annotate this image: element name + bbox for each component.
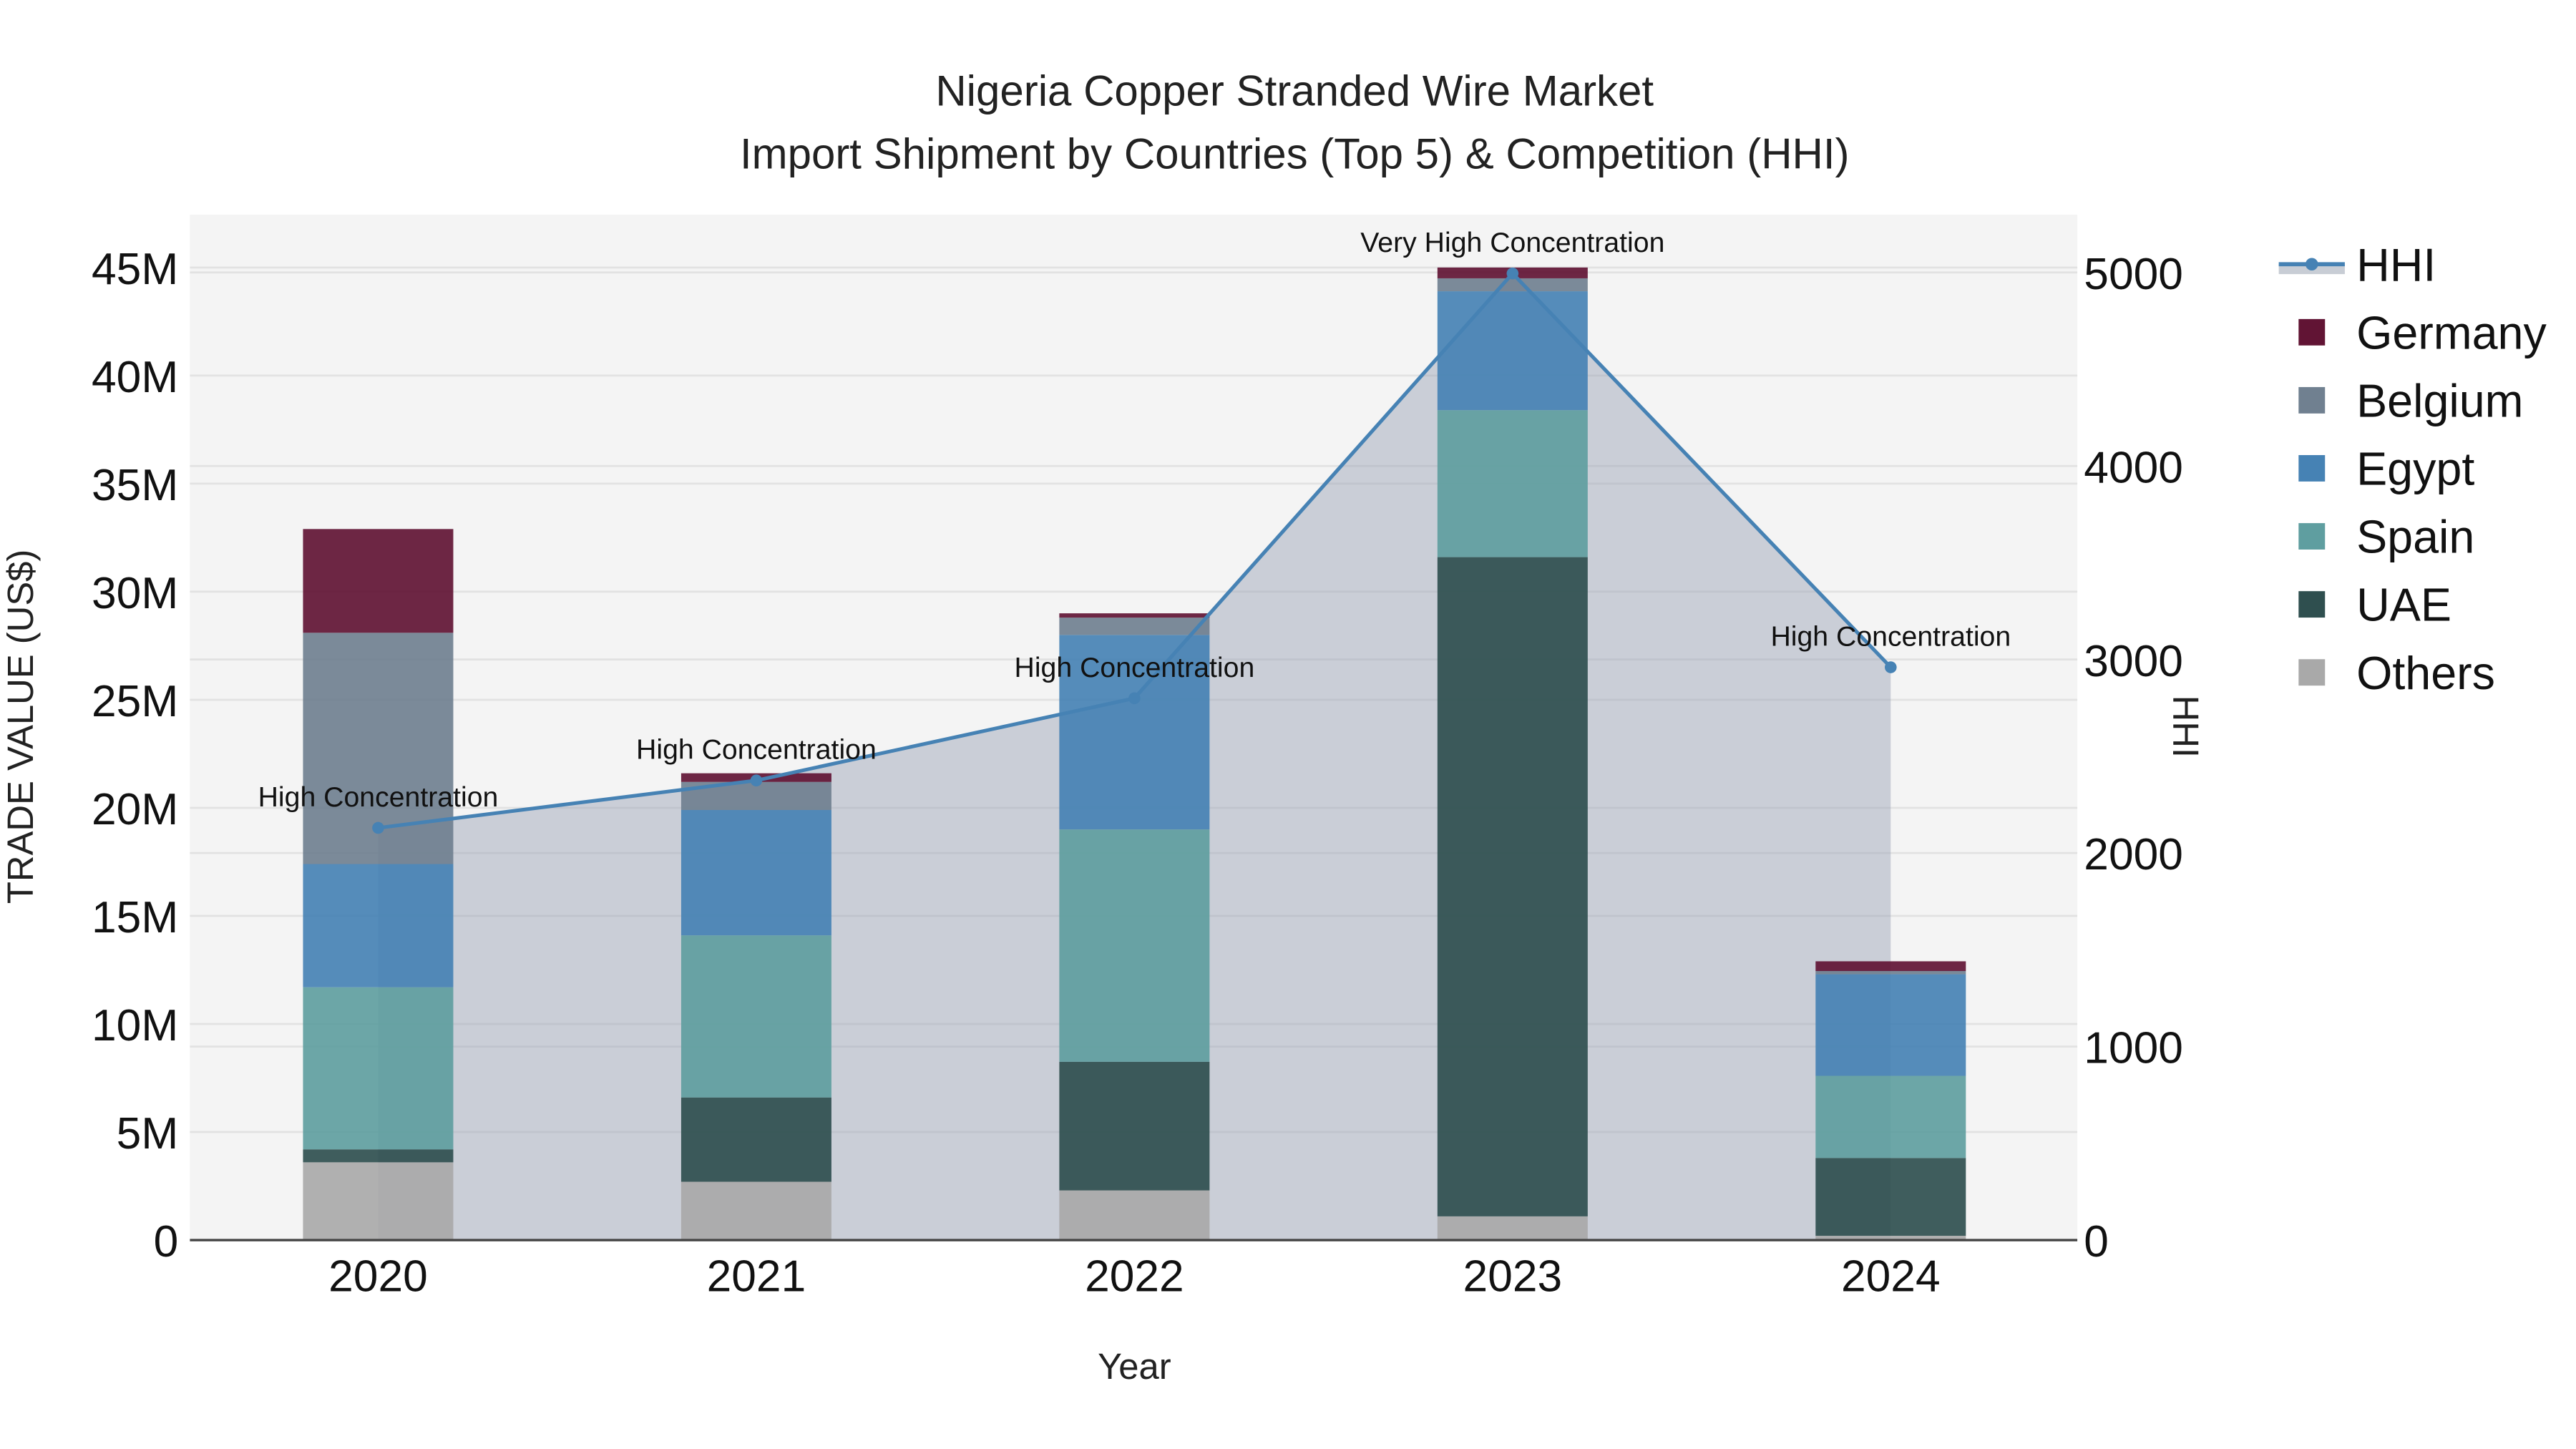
y-right-tick: 0: [2084, 1217, 2109, 1267]
y-right-tick: 5000: [2084, 250, 2183, 299]
bar-stack-2021[interactable]: [680, 773, 831, 1241]
hhi-marker[interactable]: [750, 774, 763, 787]
legend-item-spain[interactable]: Spain: [2298, 512, 2474, 563]
legend-swatch-icon: [2298, 659, 2326, 686]
bar-segment-uae[interactable]: [1815, 1158, 1966, 1236]
legend-label: UAE: [2356, 580, 2451, 631]
bar-segment-egypt[interactable]: [303, 864, 454, 987]
legend-swatch-icon: [2298, 386, 2326, 414]
legend: HHI Germany Belgium Egypt Spain UAE Others: [2278, 239, 2547, 699]
hhi-marker[interactable]: [372, 821, 384, 834]
y-right-tick: 4000: [2084, 443, 2183, 492]
y-left-tick: 40M: [92, 353, 178, 402]
legend-label: Spain: [2356, 512, 2474, 563]
bar-segment-spain[interactable]: [1059, 829, 1210, 1062]
bar-segment-spain[interactable]: [680, 935, 831, 1098]
legend-swatch-icon: [2298, 455, 2326, 482]
hhi-marker[interactable]: [1506, 267, 1519, 280]
x-tick: 2024: [1841, 1252, 1941, 1302]
legend-item-germany[interactable]: Germany: [2298, 307, 2547, 358]
legend-item-uae[interactable]: UAE: [2298, 580, 2451, 631]
bar-segment-spain[interactable]: [1815, 1075, 1966, 1158]
legend-label: Germany: [2356, 307, 2547, 358]
legend-item-others[interactable]: Others: [2298, 648, 2495, 699]
bar-segment-egypt[interactable]: [1059, 635, 1210, 830]
y-left-tick: 30M: [92, 569, 178, 618]
y-left-tick: 20M: [92, 785, 178, 834]
legend-label: HHI: [2356, 239, 2436, 291]
bar-segment-belgium[interactable]: [1437, 278, 1588, 292]
x-tick: 2022: [1085, 1252, 1184, 1302]
legend-item-belgium[interactable]: Belgium: [2298, 375, 2523, 426]
legend-label: Egypt: [2356, 444, 2474, 495]
chart-title-line1: Nigeria Copper Stranded Wire Market: [935, 67, 1654, 115]
hhi-line: [372, 267, 1897, 834]
x-tick: 2020: [328, 1252, 428, 1302]
bar-stack-2020[interactable]: [303, 529, 454, 1241]
legend-item-egypt[interactable]: Egypt: [2298, 444, 2474, 495]
y-right-axis: 0 1000 2000 3000 4000 5000: [2084, 250, 2183, 1267]
bar-segment-uae[interactable]: [1437, 557, 1588, 1216]
y-left-tick: 0: [154, 1217, 179, 1267]
legend-label: Belgium: [2356, 375, 2523, 426]
bar-segment-egypt[interactable]: [1437, 291, 1588, 411]
y-right-axis-title: HHI: [2165, 696, 2206, 758]
x-axis: 2020 2021 2022 2023 2024: [328, 1252, 1940, 1302]
hhi-marker[interactable]: [1885, 661, 1897, 673]
bar-stack-2023[interactable]: [1437, 267, 1588, 1241]
bar-segment-spain[interactable]: [1437, 410, 1588, 557]
y-left-tick: 10M: [92, 1001, 178, 1050]
bar-segment-uae[interactable]: [303, 1149, 454, 1163]
hhi-annotation: High Concentration: [258, 781, 499, 813]
bar-segment-uae[interactable]: [680, 1097, 831, 1182]
bar-segment-germany[interactable]: [1815, 961, 1966, 972]
x-tick: 2023: [1463, 1252, 1563, 1302]
bar-segment-belgium[interactable]: [1815, 971, 1966, 975]
y-left-tick: 25M: [92, 677, 178, 726]
legend-swatch-icon: [2298, 318, 2326, 346]
bar-segment-others[interactable]: [303, 1162, 454, 1241]
bar-segment-uae[interactable]: [1059, 1061, 1210, 1191]
bar-stack-2024[interactable]: [1815, 961, 1966, 1241]
hhi-marker[interactable]: [1128, 692, 1141, 705]
y-left-tick: 5M: [117, 1109, 179, 1158]
bar-segment-germany[interactable]: [303, 529, 454, 633]
y-right-tick: 2000: [2084, 830, 2183, 879]
y-left-tick: 35M: [92, 461, 178, 510]
bar-stack-2022[interactable]: [1059, 613, 1210, 1241]
legend-swatch-icon: [2298, 591, 2326, 618]
x-axis-title: Year: [1098, 1346, 1171, 1387]
hhi-legend-marker-icon: [2306, 258, 2318, 270]
hhi-annotation: High Concentration: [636, 734, 877, 766]
bar-segment-others[interactable]: [1815, 1236, 1966, 1241]
legend-swatch-icon: [2298, 523, 2326, 550]
chart-title-line2: Import Shipment by Countries (Top 5) & C…: [740, 130, 1850, 177]
bar-segment-egypt[interactable]: [1815, 974, 1966, 1076]
y-left-axis: 0 5M 10M 15M 20M 25M 30M 35M 40M 45M: [92, 245, 178, 1267]
y-left-axis-title: TRADE VALUE (US$): [0, 550, 41, 904]
bar-segment-spain[interactable]: [303, 987, 454, 1150]
bar-segment-others[interactable]: [1437, 1216, 1588, 1241]
bar-segment-others[interactable]: [680, 1181, 831, 1241]
x-tick: 2021: [707, 1252, 806, 1302]
y-left-tick: 15M: [92, 893, 178, 942]
bar-segment-germany[interactable]: [1059, 613, 1210, 618]
legend-item-hhi[interactable]: HHI: [2278, 239, 2436, 291]
stacked-bars: [303, 267, 1966, 1241]
hhi-annotation: High Concentration: [1015, 652, 1255, 683]
bar-segment-egypt[interactable]: [680, 809, 831, 936]
y-left-tick: 45M: [92, 245, 178, 294]
y-right-tick: 1000: [2084, 1024, 2183, 1073]
bar-segment-belgium[interactable]: [1059, 618, 1210, 635]
legend-label: Others: [2356, 648, 2495, 699]
hhi-annotation: Very High Concentration: [1360, 227, 1664, 258]
hhi-annotation: High Concentration: [1770, 621, 2011, 653]
y-right-tick: 3000: [2084, 637, 2183, 686]
hhi-annotations: High Concentration High Concentration High…: [258, 227, 2011, 813]
bar-segment-others[interactable]: [1059, 1190, 1210, 1241]
